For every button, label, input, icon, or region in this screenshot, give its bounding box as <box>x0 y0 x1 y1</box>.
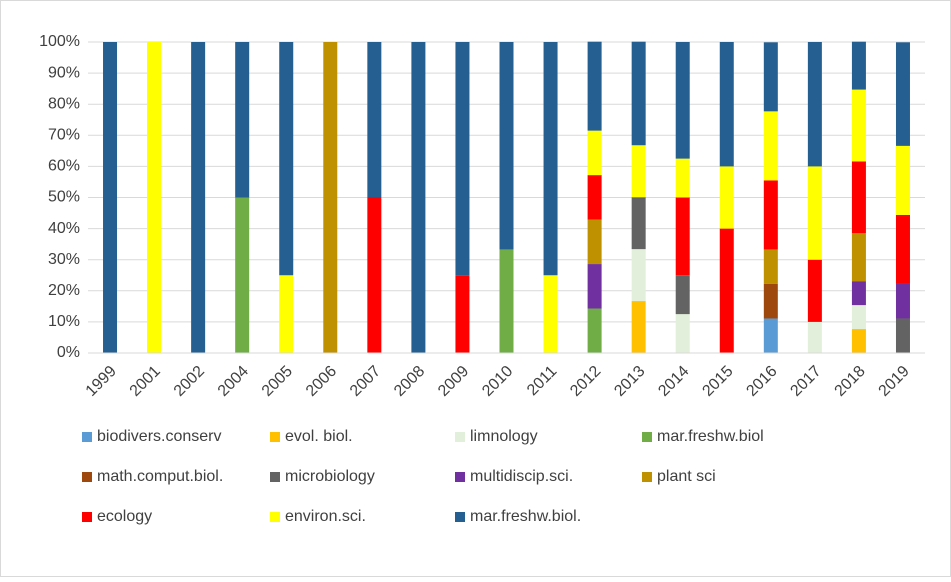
bar-segment <box>851 89 866 162</box>
bar-segment <box>851 329 866 353</box>
bar-segment <box>631 145 646 198</box>
legend-label: microbiology <box>285 468 375 485</box>
bar-segment <box>587 130 602 176</box>
bar-segment <box>543 42 558 276</box>
bar-segment <box>631 249 646 302</box>
legend-label: math.comput.biol. <box>97 468 223 485</box>
y-tick-label: 50% <box>48 189 80 206</box>
legend-swatch <box>642 472 652 482</box>
y-tick-label: 70% <box>48 127 80 144</box>
bar-segment <box>851 161 866 234</box>
y-tick-label: 10% <box>48 313 80 330</box>
bar-segment <box>587 41 602 131</box>
bar-segment <box>367 42 382 198</box>
legend-swatch <box>455 472 465 482</box>
bar-segment <box>411 42 426 353</box>
bar-segment <box>851 305 866 330</box>
bar-segment <box>763 318 778 353</box>
bar-segment <box>323 42 338 353</box>
bar-segment <box>895 145 910 215</box>
bar-segment <box>675 197 690 276</box>
bar-segment <box>763 180 778 250</box>
bar-segment <box>235 197 250 353</box>
bar-segment <box>279 275 294 353</box>
y-tick-label: 80% <box>48 95 80 112</box>
bar-segment <box>675 314 690 353</box>
bar-segment <box>631 41 646 146</box>
bar-segment <box>675 275 690 315</box>
legend-swatch <box>270 512 280 522</box>
bar-segment <box>543 275 558 353</box>
y-tick-label: 90% <box>48 64 80 81</box>
y-tick-label: 0% <box>57 344 80 361</box>
legend-swatch <box>82 472 92 482</box>
bar-segment <box>851 41 866 90</box>
legend-swatch <box>455 512 465 522</box>
bar-segment <box>103 42 118 353</box>
bar-segment <box>807 259 822 322</box>
bar-segment <box>279 42 294 276</box>
bar-segment <box>367 197 382 353</box>
legend-label: evol. biol. <box>285 428 353 445</box>
legend-label: ecology <box>97 508 152 525</box>
bar-segment <box>587 264 602 309</box>
legend-label: mar.freshw.biol <box>657 428 764 445</box>
y-tick-label: 60% <box>48 158 80 175</box>
bar-segment <box>851 233 866 282</box>
bar-segment <box>675 158 690 198</box>
bar-segment <box>763 111 778 181</box>
legend-swatch <box>270 432 280 442</box>
bar-segment <box>587 175 602 220</box>
bar-segment <box>631 197 646 250</box>
bar-segment <box>587 219 602 265</box>
legend-swatch <box>82 432 92 442</box>
legend-label: limnology <box>470 428 538 445</box>
bar-segment <box>587 308 602 353</box>
y-tick-label: 20% <box>48 282 80 299</box>
bar-segment <box>499 249 514 353</box>
y-tick-label: 30% <box>48 251 80 268</box>
bar-segment <box>719 42 734 167</box>
legend-swatch <box>82 512 92 522</box>
bar-segment <box>851 281 866 306</box>
bar-segment <box>719 166 734 229</box>
bar-segment <box>147 42 162 353</box>
bar-segment <box>631 301 646 353</box>
bar-segment <box>895 318 910 353</box>
bar-segment <box>499 42 514 250</box>
legend-label: multidiscip.sci. <box>470 468 573 485</box>
bar-segment <box>807 321 822 353</box>
bar-segment <box>719 228 734 353</box>
bar-segment <box>455 42 470 276</box>
legend-label: environ.sci. <box>285 508 366 525</box>
legend-swatch <box>455 432 465 442</box>
bar-segment <box>807 166 822 260</box>
y-tick-label: 40% <box>48 220 80 237</box>
bar-segment <box>455 275 470 353</box>
bar-segment <box>763 249 778 284</box>
y-tick-label: 100% <box>39 33 80 50</box>
legend-label: plant sci <box>657 468 716 485</box>
bar-segment <box>763 42 778 112</box>
legend-label: biodivers.conserv <box>97 428 222 445</box>
legend-label: mar.freshw.biol. <box>470 508 581 525</box>
bar-segment <box>895 214 910 284</box>
bar-segment <box>235 42 250 198</box>
bar-segment <box>807 42 822 167</box>
bar-segment <box>675 42 690 159</box>
bar-segment <box>895 42 910 146</box>
bar-segment <box>191 42 206 353</box>
legend-swatch <box>642 432 652 442</box>
bar-segment <box>895 283 910 319</box>
bar-segment <box>763 283 778 319</box>
legend-swatch <box>270 472 280 482</box>
